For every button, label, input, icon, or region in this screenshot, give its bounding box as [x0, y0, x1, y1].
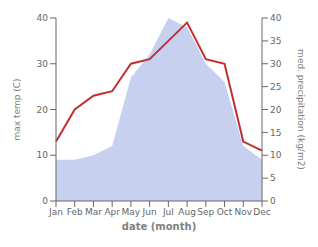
svg-text:30: 30 [37, 59, 49, 69]
svg-text:10: 10 [37, 150, 49, 160]
svg-text:Apr: Apr [104, 207, 120, 217]
svg-text:20: 20 [37, 105, 49, 115]
svg-text:May: May [122, 207, 141, 217]
svg-text:Oct: Oct [217, 207, 233, 217]
svg-text:Aug: Aug [178, 207, 196, 217]
svg-text:med. precipitation (kg/m2): med. precipitation (kg/m2) [296, 49, 306, 170]
svg-text:Jan: Jan [48, 207, 63, 217]
svg-text:5: 5 [270, 173, 276, 183]
svg-text:Jul: Jul [162, 207, 174, 217]
svg-text:20: 20 [270, 105, 282, 115]
svg-text:Sep: Sep [197, 207, 214, 217]
svg-text:Feb: Feb [67, 207, 83, 217]
svg-text:30: 30 [270, 59, 282, 69]
svg-text:max temp (C): max temp (C) [12, 78, 22, 140]
svg-text:Mar: Mar [85, 207, 102, 217]
svg-text:25: 25 [270, 82, 281, 92]
svg-text:0: 0 [270, 196, 276, 206]
svg-text:15: 15 [270, 128, 281, 138]
svg-text:40: 40 [37, 13, 49, 23]
svg-text:Dec: Dec [253, 207, 270, 217]
svg-text:0: 0 [42, 196, 48, 206]
svg-text:Jun: Jun [142, 207, 157, 217]
svg-text:Nov: Nov [234, 207, 252, 217]
svg-text:35: 35 [270, 36, 281, 46]
svg-text:40: 40 [270, 13, 282, 23]
svg-text:10: 10 [270, 150, 282, 160]
svg-text:date (month): date (month) [122, 221, 196, 232]
